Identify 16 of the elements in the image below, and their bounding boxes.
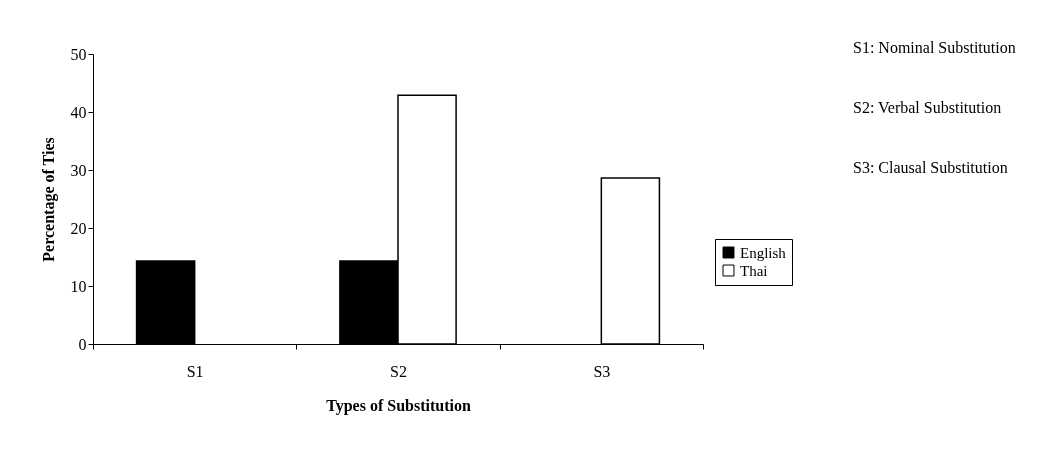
legend-label: Thai (740, 262, 768, 279)
y-axis-title: Percentage of Ties (39, 137, 58, 262)
x-tick-label: S1 (186, 362, 204, 380)
text: S1: Nominal Substitution (853, 39, 1016, 56)
text: S2: Verbal Substitution (853, 99, 1002, 116)
y-tick-label: 20 (70, 219, 87, 237)
x-tick-label: S3 (593, 362, 611, 380)
y-tick-label: 0 (78, 335, 87, 353)
y-tick-label: 30 (70, 161, 87, 179)
y-tick-label: 10 (70, 277, 87, 295)
text: S3: Clausal Substitution (853, 159, 1008, 176)
x-axis-title: Types of Substitution (326, 396, 471, 415)
y-tick-label: 50 (70, 45, 87, 63)
x-tick-label: S2 (390, 362, 407, 380)
legend-label: English (740, 244, 787, 261)
y-tick-label: 40 (70, 103, 87, 121)
